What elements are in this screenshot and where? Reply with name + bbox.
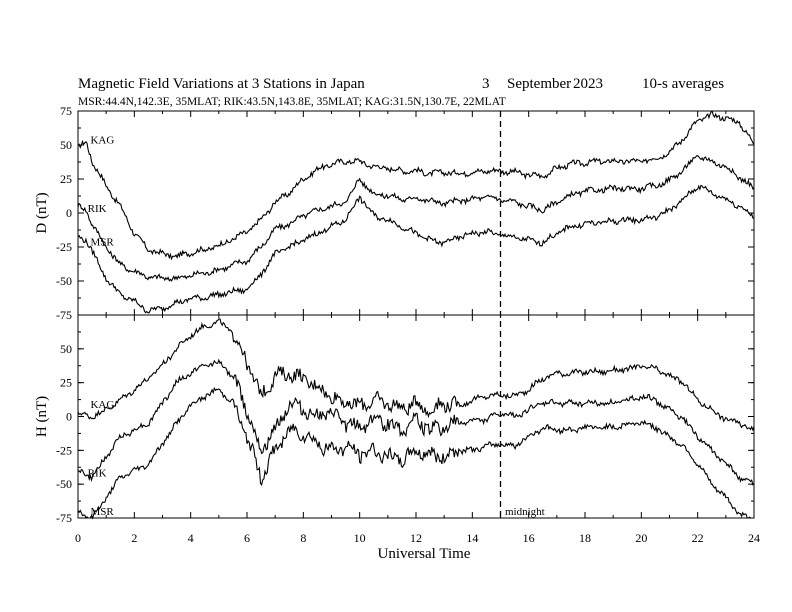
station-label-D-rik: RIK [88,203,107,215]
y-axis-label-H: H (nT) [34,396,50,437]
x-tick-label: 10 [354,531,366,545]
y-tick-label-H: -75 [56,511,72,525]
x-tick-label: 22 [692,531,704,545]
y-tick-label-D: 50 [60,138,72,152]
station-label-H-msr: MSR [90,506,114,518]
x-tick-label: 2 [131,531,137,545]
midnight-label: midnight [505,506,545,518]
y-tick-label-D: 25 [60,172,72,186]
x-tick-label: 20 [635,531,647,545]
y-tick-label-D: 0 [66,206,72,220]
x-tick-label: 14 [466,531,478,545]
series-line-D-kag [77,110,755,261]
station-label-D-msr: MSR [90,236,114,248]
y-tick-label-D: -50 [56,274,72,288]
series-line-H-kag [77,318,755,432]
x-tick-label: 0 [75,531,81,545]
x-tick-label: 24 [748,531,760,545]
y-tick-label-H: 50 [60,342,72,356]
y-tick-label-H: 0 [66,410,72,424]
x-axis-label: Universal Time [378,546,471,562]
station-label-D-kag: KAG [90,135,114,147]
station-label-H-rik: RIK [88,468,107,480]
y-tick-label-D: 75 [60,104,72,118]
chart-date-year: 2023 [573,76,603,92]
series-line-D-msr [77,184,755,314]
x-tick-label: 18 [579,531,591,545]
chart-date-day: 3 [482,76,490,92]
y-tick-label-H: 25 [60,376,72,390]
chart-averaging: 10-s averages [642,76,724,92]
chart-date-month: September [507,76,571,92]
x-tick-label: 6 [244,531,250,545]
x-tick-label: 16 [523,531,535,545]
x-tick-label: 4 [188,531,194,545]
y-tick-label-H: -25 [56,443,72,457]
series-line-H-msr [77,386,754,520]
chart-title: Magnetic Field Variations at 3 Stations … [78,76,365,92]
y-axis-label-D: D (nT) [34,192,50,233]
station-coordinates: MSR:44.4N,142.3E, 35MLAT; RIK:43.5N,143.… [78,96,506,108]
series-line-H-rik [77,358,755,486]
series-line-D-rik [77,155,755,282]
x-tick-label: 8 [300,531,306,545]
y-tick-label-D: -75 [56,308,72,322]
y-tick-label-D: -25 [56,240,72,254]
x-tick-label: 12 [410,531,422,545]
station-label-H-kag: KAG [90,399,114,411]
y-tick-label-H: -50 [56,477,72,491]
